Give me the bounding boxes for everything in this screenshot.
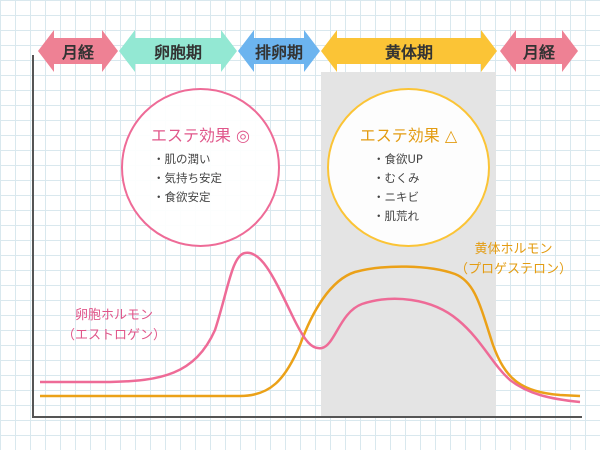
progesterone-label: 黄体ホルモン （プロゲステロン） [455, 240, 572, 280]
list-item: ニキビ [373, 188, 423, 207]
progesterone-label-name: 黄体ホルモン [474, 242, 553, 257]
progesterone-label-alias: （プロゲステロン） [455, 262, 573, 277]
phase-label: 卵胞期 [153, 43, 202, 62]
follicular-effect-circle: エステ効果 ◎ 肌の潤い 気持ち安定 食欲安定 [121, 88, 280, 247]
phase-label: 月経 [61, 43, 94, 62]
follicular-effect-title: エステ効果 ◎ [150, 126, 251, 145]
estrogen-label-name: 卵胞ホルモン [75, 308, 154, 323]
estrogen-label-alias: （エストロゲン） [62, 328, 167, 343]
list-item: むくみ [373, 169, 423, 188]
luteal-effect-circle: エステ効果 △ 食欲UP むくみ ニキビ 肌荒れ [327, 88, 490, 247]
luteal-effect-list: 食欲UP むくみ ニキビ 肌荒れ [373, 150, 423, 226]
follicular-effect-list: 肌の潤い 気持ち安定 食欲安定 [153, 150, 223, 207]
estrogen-curve [40, 251, 581, 404]
list-item: 肌荒れ [373, 207, 423, 226]
list-item: 食欲安定 [153, 188, 222, 207]
progesterone-curve [40, 265, 581, 398]
luteal-effect-title: エステ効果 △ [359, 126, 458, 145]
phase-label: 月経 [522, 43, 555, 62]
list-item: 肌の潤い [153, 150, 222, 169]
list-item: 食欲UP [373, 150, 423, 169]
estrogen-label: 卵胞ホルモン （エストロゲン） [62, 306, 166, 346]
list-item: 気持ち安定 [153, 169, 223, 188]
phase-label: 黄体期 [384, 43, 433, 62]
phase-label: 排卵期 [254, 43, 303, 62]
